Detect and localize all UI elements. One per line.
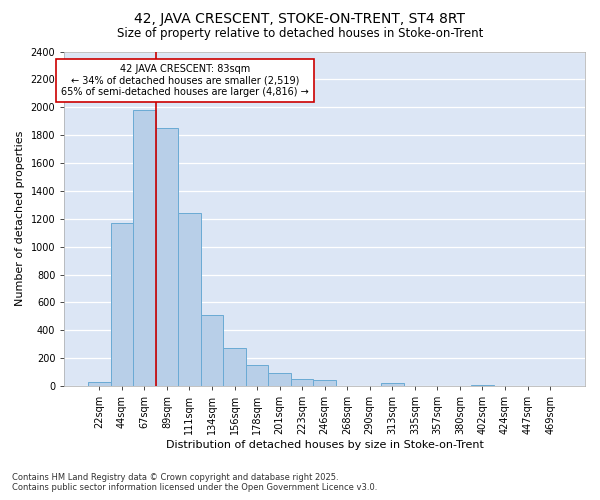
Bar xyxy=(381,384,404,386)
Bar xyxy=(471,384,494,386)
Bar xyxy=(88,382,110,386)
Bar xyxy=(133,110,155,386)
Bar xyxy=(313,380,336,386)
Bar xyxy=(223,348,246,386)
Bar xyxy=(268,374,291,386)
Bar xyxy=(200,315,223,386)
Text: 42, JAVA CRESCENT, STOKE-ON-TRENT, ST4 8RT: 42, JAVA CRESCENT, STOKE-ON-TRENT, ST4 8… xyxy=(134,12,466,26)
Text: Size of property relative to detached houses in Stoke-on-Trent: Size of property relative to detached ho… xyxy=(117,28,483,40)
Bar xyxy=(110,223,133,386)
Bar xyxy=(178,213,200,386)
Bar xyxy=(246,365,268,386)
Y-axis label: Number of detached properties: Number of detached properties xyxy=(15,131,25,306)
X-axis label: Distribution of detached houses by size in Stoke-on-Trent: Distribution of detached houses by size … xyxy=(166,440,484,450)
Text: Contains public sector information licensed under the Open Government Licence v3: Contains public sector information licen… xyxy=(12,484,377,492)
Bar xyxy=(291,379,313,386)
Text: Contains HM Land Registry data © Crown copyright and database right 2025.: Contains HM Land Registry data © Crown c… xyxy=(12,474,338,482)
Text: 42 JAVA CRESCENT: 83sqm
← 34% of detached houses are smaller (2,519)
65% of semi: 42 JAVA CRESCENT: 83sqm ← 34% of detache… xyxy=(61,64,309,97)
Bar xyxy=(155,128,178,386)
